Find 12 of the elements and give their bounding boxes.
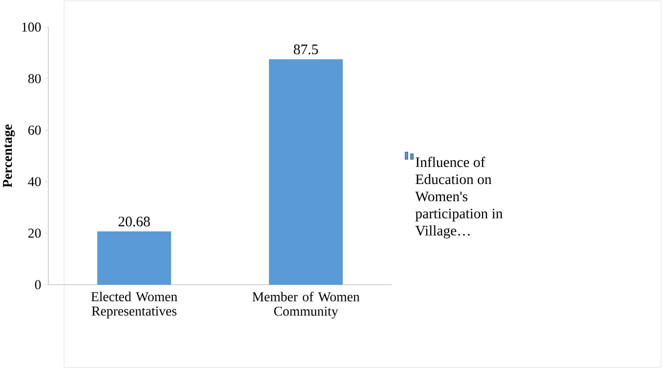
y-tick-label: 80 (28, 74, 41, 84)
x-tick-label: Member of Women Community (252, 292, 360, 319)
y-tick-label: 20 (28, 228, 41, 238)
data-label: 20.68 (118, 216, 150, 227)
x-tick-label: Elected Women Representatives (91, 292, 178, 318)
legend-label: Influence of Education on Women's participation in Village… (415, 156, 503, 239)
data-label: 87.5 (294, 44, 318, 54)
y-axis-title: Percentage (3, 124, 15, 188)
y-tick-label: 40 (28, 177, 41, 186)
y-tick-label: 60 (28, 126, 41, 135)
y-tick-label: 100 (22, 22, 41, 32)
y-tick-label: 0 (35, 280, 41, 290)
